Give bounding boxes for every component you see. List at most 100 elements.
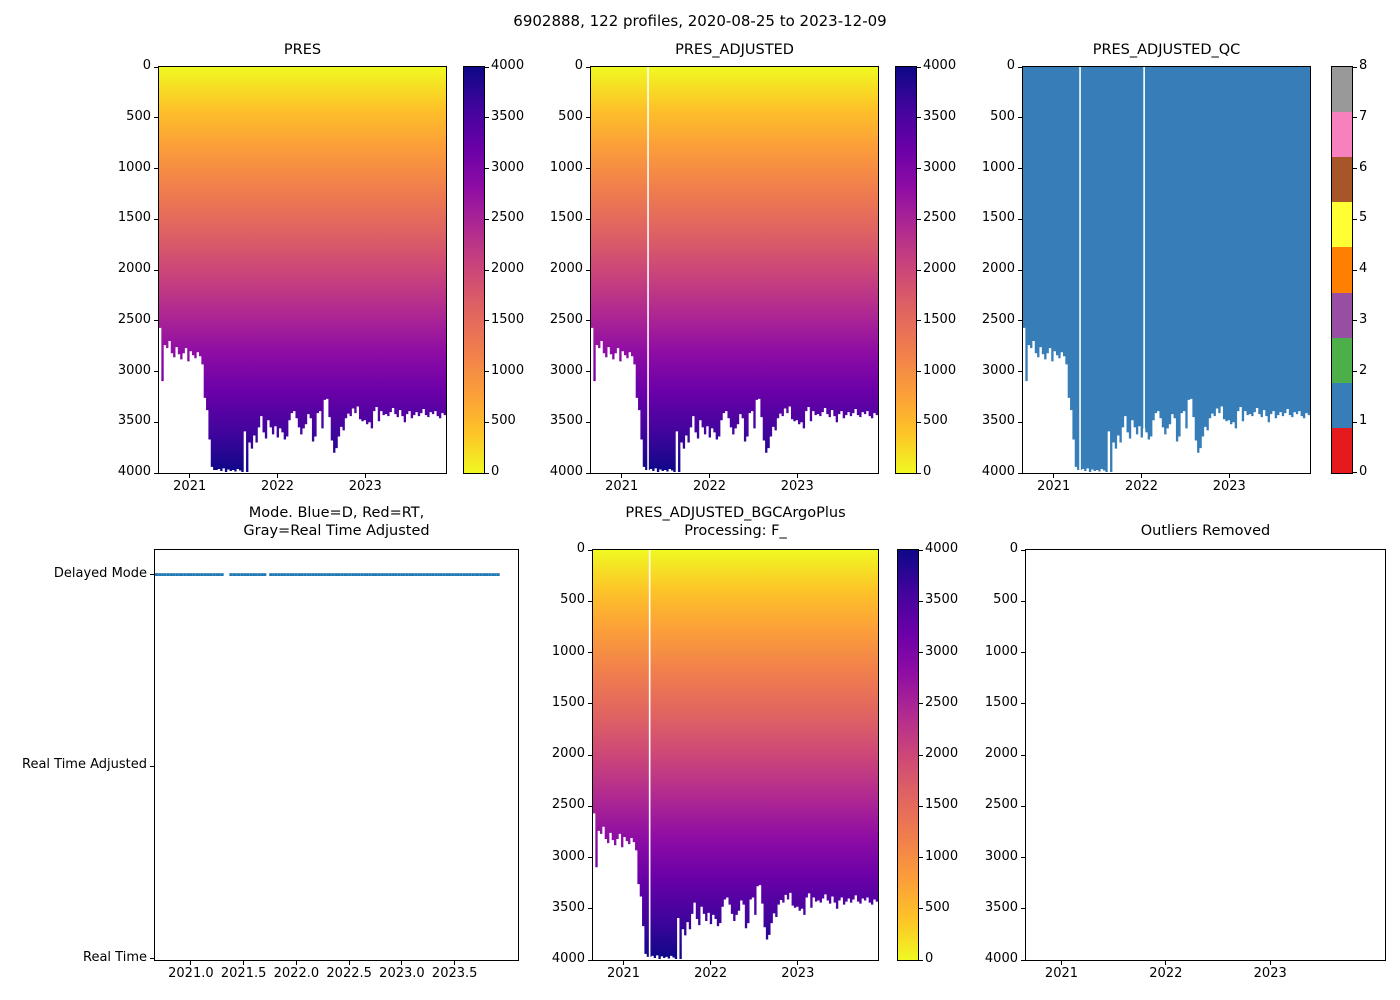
- y-tick-label: 3000: [551, 848, 585, 864]
- y-tick-mark: [1018, 472, 1022, 474]
- colorbar-tick-label: 3000: [491, 159, 525, 175]
- y-tick-label: Delayed Mode: [53, 565, 147, 581]
- colorbar-tick-mark: [485, 269, 489, 271]
- outliers-plot-area: 0 500 1000 1500 2000 2500 3000 3500 4000 2021 2022…: [985, 541, 1386, 981]
- y-tick-mark: [154, 218, 158, 220]
- colorbar-tick-mark: [919, 703, 923, 705]
- y-tick-label: 3500: [549, 413, 583, 429]
- pres-adjusted-colorbar: 4000 3500 3000 2500 2000 1500 1000 500 0: [895, 58, 956, 479]
- colorbar-tick-label: 2000: [923, 261, 957, 276]
- x-tick-mark: [621, 474, 623, 478]
- colorbar-tick-label: 6: [1359, 159, 1368, 175]
- colorbar-tick-label: 1000: [923, 362, 957, 378]
- y-tick-mark: [1021, 652, 1025, 653]
- x-tick-mark: [454, 961, 456, 965]
- x-tick-mark: [190, 961, 192, 965]
- x-tick-label: 2022: [1149, 966, 1183, 981]
- y-tick-mark: [1021, 754, 1025, 756]
- x-tick-mark: [1165, 961, 1167, 965]
- subplot-title-bgc: PRES_ADJUSTED_BGCArgoPlus Processing: F_: [592, 504, 879, 540]
- x-tick-label: 2023: [1253, 966, 1287, 981]
- colorbar-tick-mark: [917, 421, 921, 423]
- x-tick-mark: [295, 961, 297, 965]
- colorbar-tick-mark: [917, 168, 921, 169]
- y-tick-label: 2500: [981, 311, 1015, 327]
- y-tick-label: 3500: [981, 413, 1015, 429]
- qc-colorbar-band: [1332, 202, 1352, 248]
- y-tick-label: 1500: [551, 694, 585, 710]
- colorbar-tick-mark: [485, 66, 489, 68]
- colorbar-tick-mark: [919, 754, 923, 756]
- subplot-title-bgc-line2: Processing: F_: [684, 523, 787, 539]
- subplot-title-mode-line1: Mode. Blue=D, Red=RT,: [248, 505, 425, 521]
- y-tick-label: 2500: [984, 797, 1018, 813]
- colorbar-tick-mark: [1353, 218, 1357, 220]
- x-tick-mark: [710, 961, 712, 965]
- x-tick-mark: [348, 961, 350, 965]
- y-tick-label: 1500: [981, 210, 1015, 226]
- missing-profile-gap: [1079, 67, 1081, 473]
- missing-profile-gap: [647, 67, 649, 473]
- no-data-mask: [593, 550, 878, 960]
- y-tick-label: 3500: [551, 899, 585, 915]
- colorbar-tick-label: 0: [491, 464, 500, 479]
- colorbar-tick-label: 0: [1359, 464, 1368, 479]
- y-tick-mark: [586, 66, 590, 68]
- qc-colorbar-band: [1332, 427, 1352, 474]
- qc-flag-colorbar: 0 1 2 3 4 5 6 7 8: [1331, 58, 1367, 479]
- colorbar-tick-label: 8: [1359, 58, 1368, 73]
- colorbar-tick-label: 3000: [925, 643, 959, 659]
- y-tick-mark: [1021, 703, 1025, 705]
- y-tick-mark: [150, 765, 154, 767]
- mode-scatter-series: [155, 573, 500, 576]
- y-tick-label: 2000: [551, 746, 585, 761]
- subplot-title-pres-adjusted-qc: PRES_ADJUSTED_QC: [1092, 42, 1241, 58]
- x-tick-label: 2021: [173, 479, 207, 494]
- colorbar-tick-mark: [917, 218, 921, 220]
- y-tick-mark: [154, 66, 158, 68]
- colorbar-tick-label: 3500: [923, 108, 957, 124]
- y-tick-mark: [1018, 421, 1022, 423]
- colorbar-tick-label: 1: [1359, 413, 1368, 429]
- colorbar-tick-label: 1500: [925, 797, 959, 813]
- y-tick-label: Real Time: [83, 949, 147, 965]
- pres-adjusted-plot-area: 0 500 1000 1500 2000 2500 3000 3500 4000 2021 2022…: [550, 58, 879, 494]
- pres-colorbar: 4000 3500 3000 2500 2000 1500 1000 500 0: [463, 58, 524, 479]
- colorbar-tick-label: 3500: [491, 108, 525, 124]
- y-tick-label: 2000: [117, 261, 151, 276]
- colorbar-tick-label: 4: [1359, 261, 1368, 276]
- colorbar-tick-mark: [1353, 117, 1357, 119]
- y-tick-label: 2500: [549, 311, 583, 327]
- y-tick-mark: [154, 117, 158, 119]
- y-tick-label: 0: [574, 58, 583, 73]
- colorbar-tick-mark: [1353, 472, 1357, 473]
- y-tick-label: 2000: [549, 261, 583, 276]
- colorbar-tick-mark: [485, 218, 489, 220]
- x-tick-label: 2023: [1212, 479, 1246, 494]
- y-tick-label: 1500: [549, 210, 583, 226]
- colorbar-tick-label: 500: [925, 899, 950, 915]
- figure-title: 6902888, 122 profiles, 2020-08-25 to 202…: [513, 12, 887, 30]
- y-tick-mark: [588, 959, 592, 961]
- y-tick-mark: [588, 805, 592, 807]
- colorbar-tick-label: 2000: [925, 746, 959, 761]
- x-tick-label: 2022.0: [273, 966, 320, 981]
- subplot-title-bgc-line1: PRES_ADJUSTED_BGCArgoPlus: [625, 505, 846, 521]
- y-tick-mark: [1021, 908, 1025, 910]
- x-tick-label: 2021: [1037, 479, 1071, 494]
- y-tick-label: 4000: [117, 464, 151, 479]
- y-tick-mark: [1021, 857, 1025, 858]
- x-tick-mark: [1228, 474, 1230, 478]
- x-tick-mark: [1053, 474, 1055, 478]
- colorbar-tick-label: 4000: [491, 58, 525, 73]
- colorbar-tick-label: 2500: [925, 694, 959, 710]
- colorbar-tick-label: 3: [1359, 311, 1368, 327]
- y-tick-mark: [586, 168, 590, 169]
- y-tick-label: 3000: [984, 848, 1018, 864]
- colorbar-tick-mark: [919, 959, 923, 961]
- colorbar-tick-mark: [917, 472, 921, 474]
- y-tick-mark: [586, 117, 590, 119]
- colorbar-tick-mark: [1353, 421, 1357, 423]
- y-tick-mark: [1018, 66, 1022, 68]
- subplot-title-mode: Mode. Blue=D, Red=RT, Gray=Real Time Adj…: [154, 504, 519, 540]
